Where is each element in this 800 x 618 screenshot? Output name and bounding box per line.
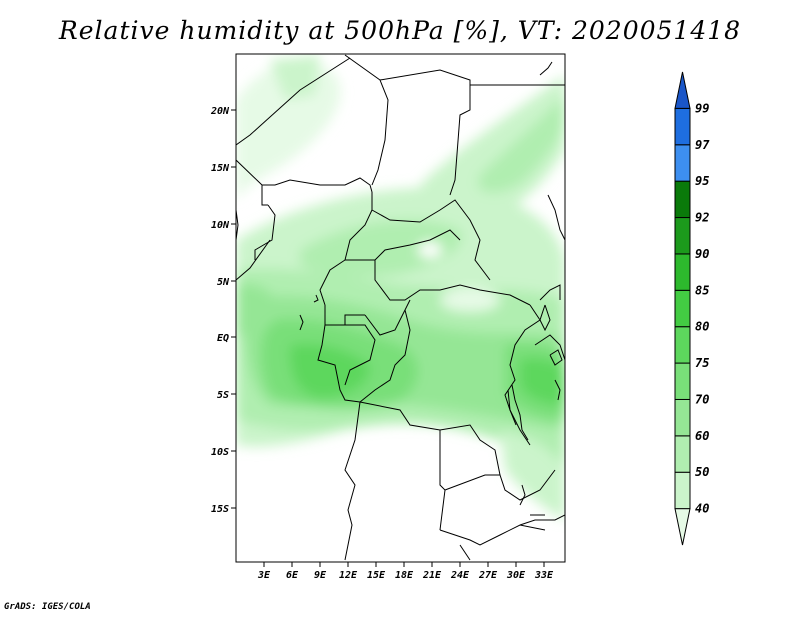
lat-label: 10N xyxy=(211,220,230,231)
colorbar-segment xyxy=(674,217,691,255)
map-title: Relative humidity at 500hPa [%], VT: 202… xyxy=(58,16,742,45)
colorbar-label: 70 xyxy=(695,392,709,406)
colorbar-label: 60 xyxy=(695,429,709,443)
colorbar-segment xyxy=(674,435,691,473)
colorbar-segment xyxy=(674,362,691,400)
lon-label: 27E xyxy=(478,570,498,581)
lon-label: 12E xyxy=(339,570,358,581)
colorbar-label: 92 xyxy=(695,211,709,225)
colorbar-label: 80 xyxy=(695,320,709,334)
colorbar-label: 50 xyxy=(695,465,709,479)
latitude-labels: 20N 15N 10N 5N EQ 5S 10S 15S xyxy=(210,106,230,515)
colorbar-label: 95 xyxy=(695,174,709,188)
axis-ticks xyxy=(231,109,545,567)
longitude-labels: 3E 6E 9E 12E 15E 18E 21E 24E 27E 30E 33E xyxy=(257,570,554,581)
colorbar-label: 97 xyxy=(695,138,710,152)
colorbar-segment xyxy=(674,398,691,437)
lat-label: 20N xyxy=(210,106,230,117)
lon-label: 30E xyxy=(506,570,526,581)
colorbar-segment xyxy=(674,107,691,146)
country-borders xyxy=(236,54,565,561)
lon-label: 21E xyxy=(422,570,442,581)
lat-label: 15N xyxy=(211,163,230,174)
colorbar-segment xyxy=(674,326,691,364)
colorbar-segment xyxy=(674,471,691,510)
colorbar-label: 85 xyxy=(695,283,709,297)
lon-label: 33E xyxy=(534,570,554,581)
colorbar-low-triangle xyxy=(674,508,691,546)
lon-label: 24E xyxy=(450,570,470,581)
lon-label: 6E xyxy=(286,570,299,581)
lon-label: 3E xyxy=(257,570,271,581)
lat-label: EQ xyxy=(217,333,229,344)
grads-credit: GrADS: IGES/COLA xyxy=(4,602,91,612)
colorbar: 40 50 60 70 75 80 85 90 92 95 97 99 xyxy=(674,71,710,546)
colorbar-segment xyxy=(674,289,691,328)
colorbar-label: 40 xyxy=(695,502,709,516)
lat-label: 5S xyxy=(217,390,229,401)
map-frame xyxy=(235,53,566,563)
lon-label: 15E xyxy=(367,570,386,581)
colorbar-label: 75 xyxy=(695,356,709,370)
lat-label: 15S xyxy=(211,504,229,515)
colorbar-label: 90 xyxy=(695,247,709,261)
colorbar-segment xyxy=(674,144,691,182)
humidity-field xyxy=(236,54,565,562)
lon-label: 18E xyxy=(395,570,414,581)
colorbar-high-triangle xyxy=(674,71,691,109)
lat-label: 5N xyxy=(217,277,230,288)
colorbar-label: 99 xyxy=(695,101,709,115)
lat-label: 10S xyxy=(211,447,229,458)
colorbar-segment xyxy=(674,253,691,291)
colorbar-segment xyxy=(674,180,691,219)
lon-label: 9E xyxy=(314,570,327,581)
